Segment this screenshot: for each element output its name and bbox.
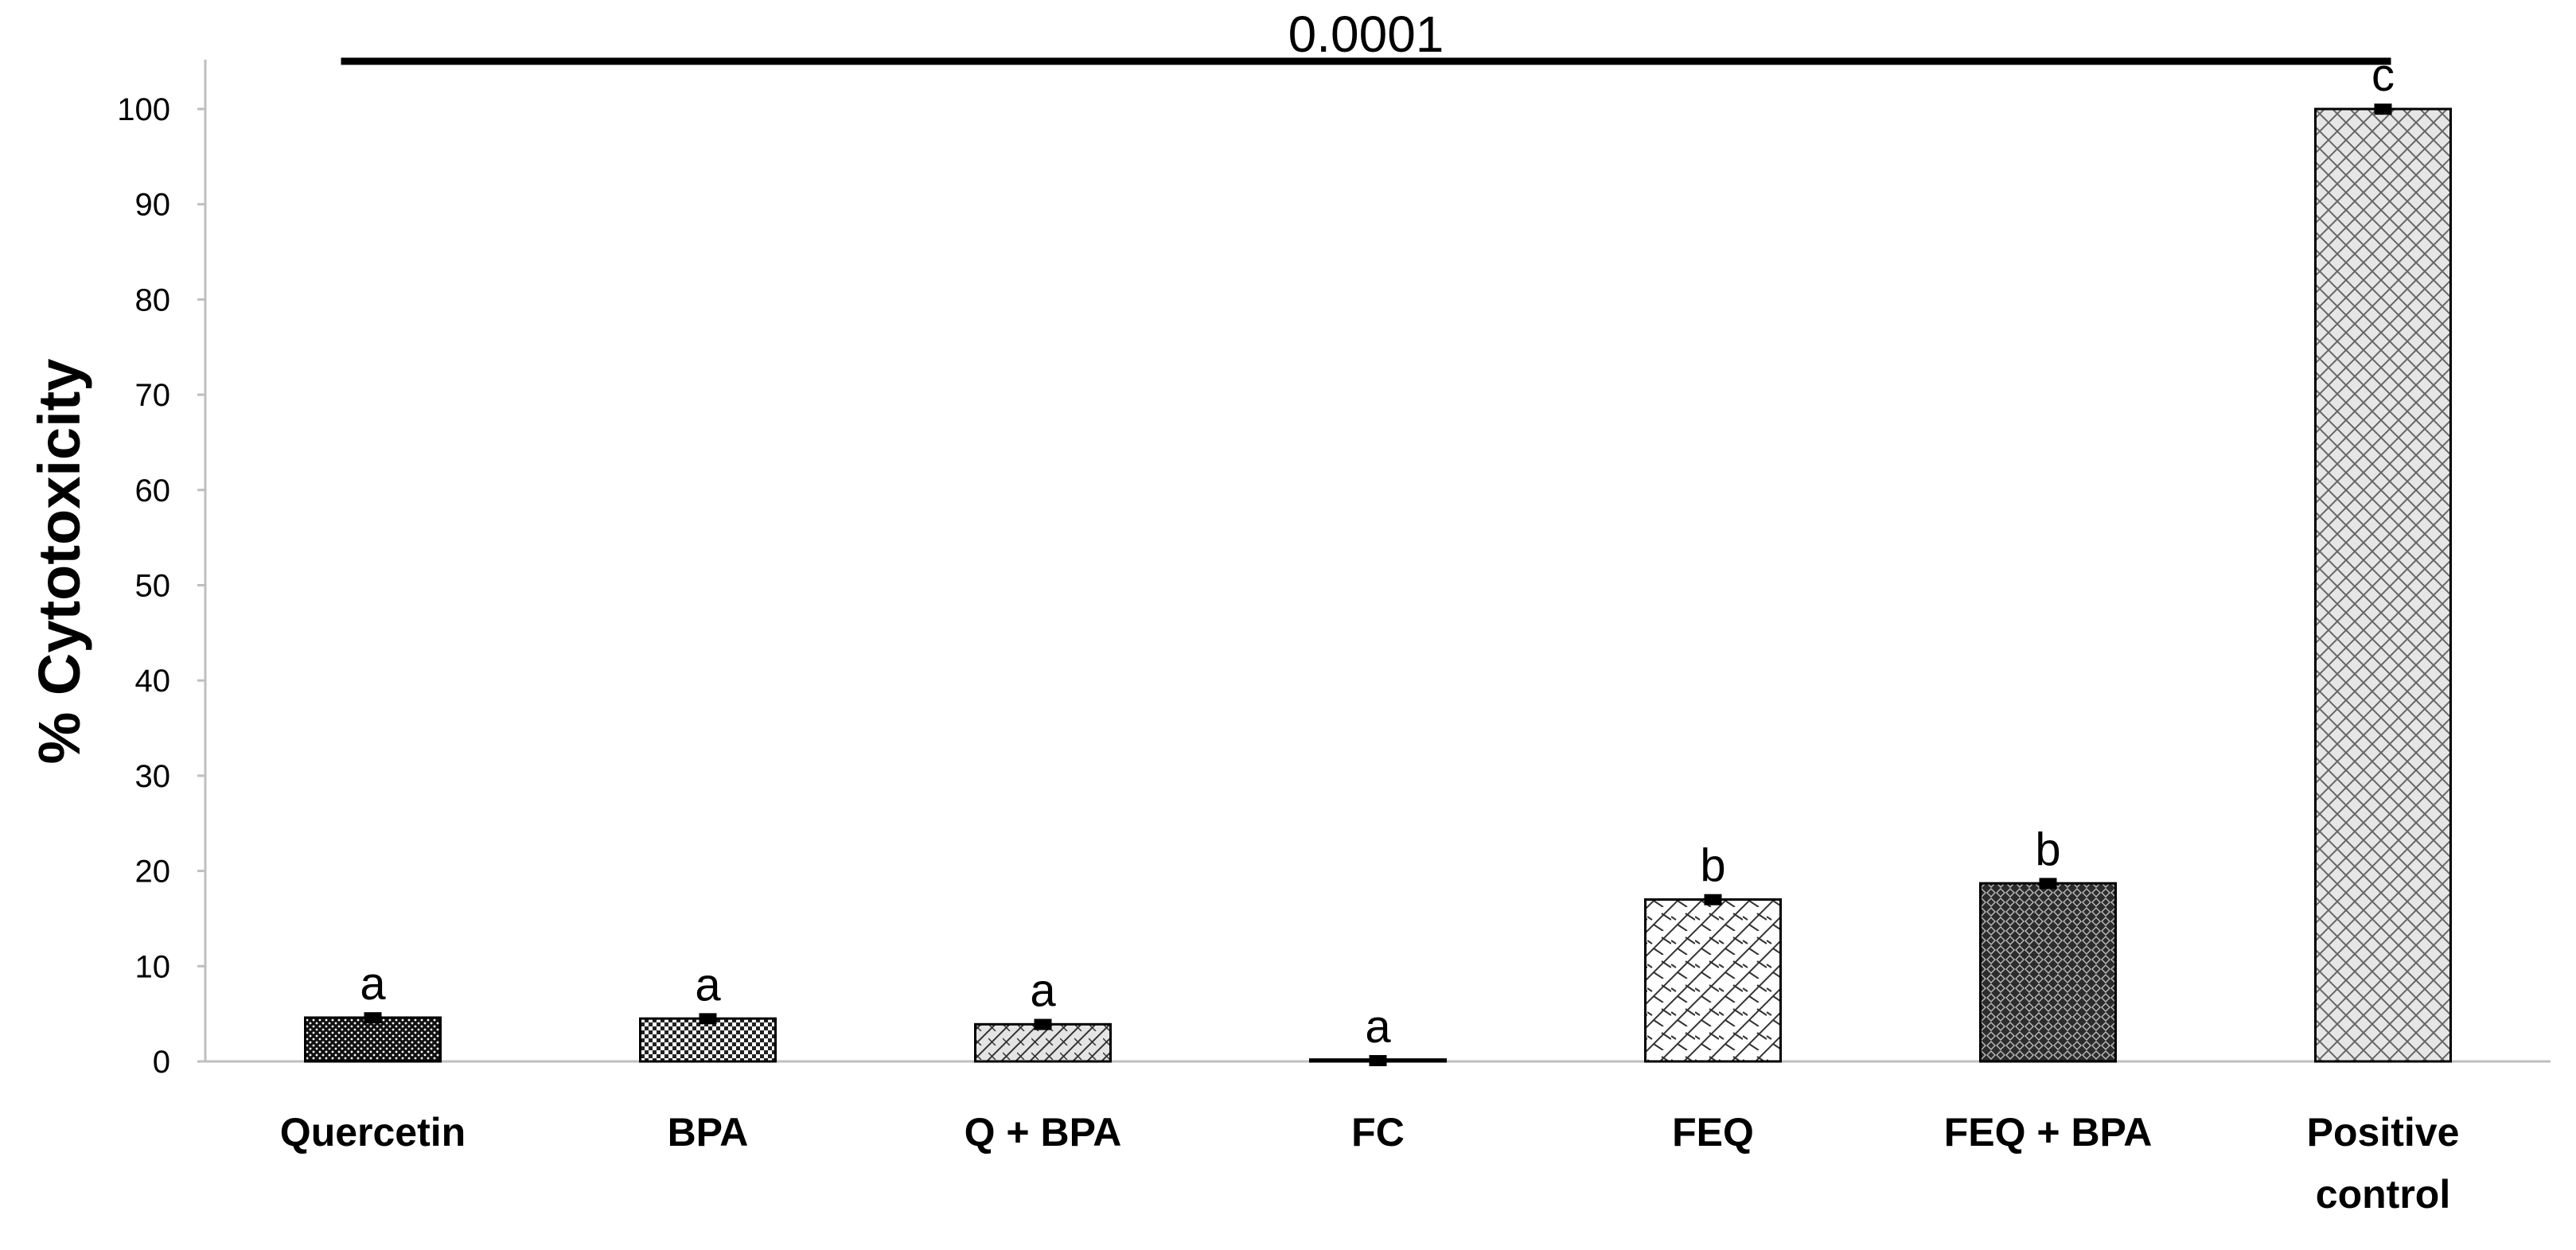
bar-6 (2314, 107, 2452, 1063)
error-cap (2039, 878, 2057, 890)
y-tick-label: 50 (135, 569, 171, 604)
x-category-label: FC (1351, 1110, 1405, 1155)
y-tick-label: 10 (135, 949, 171, 984)
y-tick-label: 30 (135, 759, 171, 794)
error-cap (2374, 103, 2392, 115)
axes-layer: 0 10 20 30 40 50 60 70 80 90 100 (117, 60, 2551, 1080)
y-tick-label: 60 (135, 473, 171, 508)
x-category-label: control (2316, 1172, 2450, 1217)
x-category-label: BPA (668, 1110, 749, 1155)
y-tick-label: 90 (135, 188, 171, 223)
significance-letter: a (695, 959, 721, 1011)
x-category-label: Positive (2307, 1110, 2460, 1155)
x-category-label: Q + BPA (965, 1110, 1122, 1155)
y-tick-label: 0 (153, 1045, 170, 1080)
error-cap (1704, 894, 1722, 905)
error-cap (1034, 1018, 1052, 1030)
y-tick-label: 20 (135, 855, 171, 890)
significance-letter: a (360, 958, 386, 1010)
bar-5 (1979, 882, 2117, 1063)
bars-layer (304, 103, 2452, 1067)
y-tick-label: 40 (135, 664, 171, 699)
labels-layer: % Cytotoxicity a Quercetin a BPA a Q + BPA a FC b… (26, 6, 2459, 1217)
bar-0 (304, 1016, 442, 1063)
y-tick-label: 70 (135, 378, 171, 413)
error-cap (699, 1013, 717, 1025)
bar-1 (639, 1017, 777, 1063)
significance-letter: b (2035, 824, 2060, 875)
y-tick-label: 80 (135, 282, 171, 317)
error-cap (364, 1012, 382, 1024)
x-category-label: Quercetin (280, 1110, 466, 1155)
significance-letter: a (1030, 965, 1056, 1017)
bar-2 (974, 1022, 1112, 1063)
x-category-label: FEQ + BPA (1944, 1110, 2153, 1155)
x-category-label: FEQ (1672, 1110, 1754, 1155)
bar-4 (1644, 898, 1782, 1063)
significance-letter: b (1700, 840, 1725, 892)
y-tick-label: 100 (117, 92, 170, 127)
y-axis-title: % Cytotoxicity (26, 359, 92, 765)
significance-letter: a (1365, 1001, 1391, 1053)
error-cap (1369, 1055, 1387, 1067)
significance-p-value: 0.0001 (1288, 6, 1444, 63)
significance-letter: c (2371, 49, 2395, 101)
